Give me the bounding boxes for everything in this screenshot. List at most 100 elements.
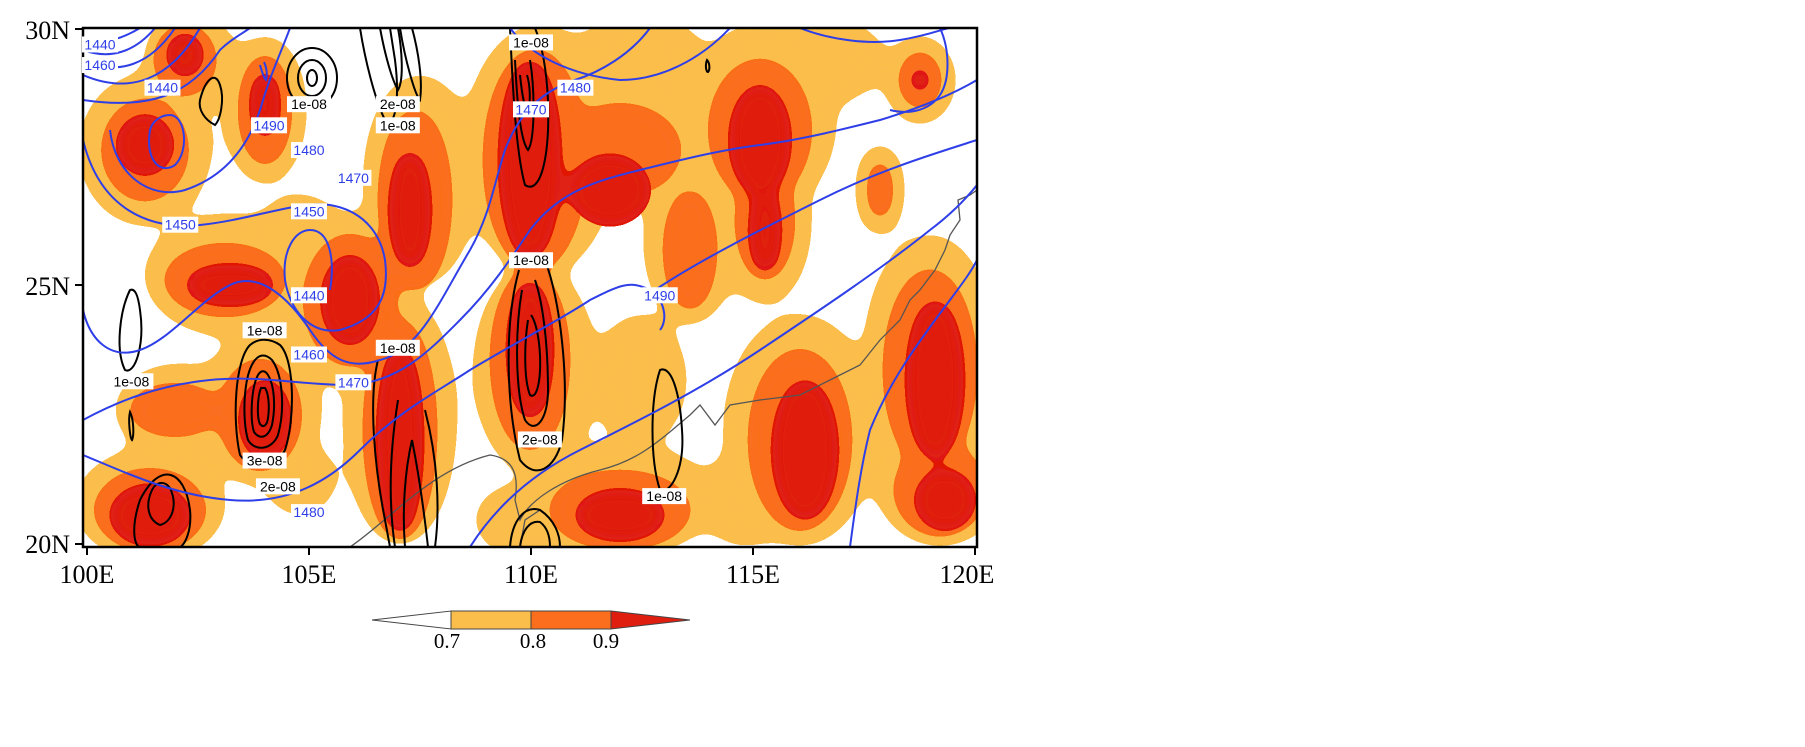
height-contour-label-bg: [291, 346, 327, 363]
flux-contour-label-text: 2e-08: [260, 478, 296, 494]
colorbar-label: 0.7: [434, 629, 460, 653]
flux-contour-label: 1e-08: [375, 339, 420, 356]
flux-contour-label-text: 1e-08: [380, 340, 416, 356]
colorbar-segment-above: [610, 610, 691, 630]
height-contour-label-bg: [513, 101, 549, 118]
height-contour-label-text: 1470: [515, 101, 546, 117]
height-contour-label-bg: [291, 504, 327, 521]
height-contour-label: 1490: [641, 287, 678, 304]
lat-tick-label: 25N: [25, 272, 70, 301]
height-contour-label-bg: [291, 203, 327, 220]
height-contour-label-text: 1490: [253, 117, 284, 133]
height-contour-label: 1440: [144, 79, 181, 96]
height-contours: [83, 28, 977, 547]
height-contour-label: 1480: [291, 142, 327, 159]
flux-contour-label-bg: [642, 488, 687, 505]
height-contour-label-text: 1460: [84, 57, 115, 73]
lat-tick-label: 20N: [25, 530, 70, 559]
height-contour-label-text: 1460: [293, 346, 324, 362]
height-contour-label-text: 1480: [293, 142, 324, 158]
lon-tick-label: 115E: [726, 560, 780, 589]
height-contour-label: 1470: [335, 374, 372, 391]
flux-contour-label-bg: [509, 252, 553, 269]
flux-contour-label-bg: [509, 34, 553, 51]
height-contour-label-text: 1480: [560, 80, 591, 96]
flux-contour-label: 1e-08: [109, 373, 154, 390]
flux-contour-label: 1e-08: [642, 488, 687, 505]
lon-tick-label: 110E: [504, 560, 558, 589]
flux-contour-label-bg: [242, 322, 287, 339]
colorbar-segment-below: [371, 610, 452, 630]
height-contour-label-bg: [291, 287, 327, 304]
height-contour-label: 1440: [291, 287, 327, 304]
height-contour-label: 1450: [162, 216, 199, 233]
height-contour-label: 1470: [513, 101, 549, 118]
height-contour-label-text: 1450: [165, 217, 196, 233]
height-contour-label-text: 1440: [84, 36, 115, 52]
height-contour-label-text: 1440: [147, 80, 178, 96]
height-contour-label: 1470: [335, 169, 372, 186]
height-contour-labels: 1440 1490 1480 1470 1450 1450 1440 1460 1470 1480…: [82, 36, 678, 521]
latitude-labels: 30N 25N 20N: [25, 16, 70, 559]
flux-contour-label-bg: [517, 431, 562, 448]
flux-contour-label-text: 1e-08: [380, 117, 416, 133]
height-contour-label-text: 1470: [338, 170, 369, 186]
flux-contour-label-bg: [242, 452, 287, 469]
height-contour-label-bg: [291, 142, 327, 159]
flux-contour-label-text: 1e-08: [247, 322, 283, 338]
flux-contours: [118, 28, 711, 547]
flux-contour-label-text: 1e-08: [646, 488, 682, 504]
flux-contour-label-text: 1e-08: [291, 96, 327, 112]
flux-contour-label-bg: [287, 96, 331, 113]
flux-contour-label-text: 3e-08: [247, 453, 283, 469]
flux-contour-label-text: 1e-08: [513, 252, 549, 268]
flux-contour-label-text: 2e-08: [522, 431, 558, 447]
lon-tick-label: 105E: [282, 560, 337, 589]
height-contour-label-bg: [557, 79, 594, 96]
height-contour-label-text: 1480: [293, 504, 324, 520]
flux-contour-label: 1e-08: [375, 117, 420, 134]
flux-contour-label: 2e-08: [517, 431, 562, 448]
colorbar-segment-0.8-0.9: [530, 610, 612, 630]
height-contour-label-bg: [335, 374, 372, 391]
colorbar-label: 0.8: [520, 629, 546, 653]
flux-contour-label: 1e-08: [242, 322, 287, 339]
height-contour-label: 1480: [291, 504, 327, 521]
height-contour-label-text: 1440: [293, 287, 324, 303]
lat-tick-label: 30N: [25, 16, 70, 45]
height-contour-label: 1460: [82, 57, 118, 74]
height-contour-label-bg: [144, 79, 181, 96]
flux-contour-label-bg: [375, 117, 420, 134]
flux-contour-label-bg: [109, 373, 154, 390]
lon-tick-label: 120E: [940, 560, 995, 589]
flux-contour-label: 2e-08: [255, 478, 300, 495]
flux-contour-label: 1e-08: [509, 34, 553, 51]
lon-tick-label: 100E: [60, 560, 115, 589]
flux-contour-labels: 1e-08 1e-08 2e-08 1e-08 1e-08 1e-08 1e-08 1e-08…: [109, 34, 687, 505]
flux-contour-label: 1e-08: [287, 96, 331, 113]
height-contour-label-bg: [251, 117, 288, 134]
height-contour-label: 1480: [557, 79, 594, 96]
colorbar-segment-0.7-0.8: [450, 610, 532, 630]
flux-contour-label-text: 1e-08: [513, 34, 549, 50]
flux-contour-label-text: 1e-08: [113, 373, 149, 389]
flux-contour-label: 2e-08: [375, 96, 420, 113]
height-contour-label: 1450: [291, 203, 327, 220]
longitude-labels: 100E 105E 110E 115E 120E: [60, 560, 995, 589]
flux-contour-label-bg: [375, 96, 420, 113]
flux-contour-label: 1e-08: [509, 252, 553, 269]
height-contour-label: 1490: [251, 117, 288, 134]
colorbar: 0.7 0.8 0.9: [371, 610, 691, 653]
height-contour-label-bg: [335, 169, 372, 186]
height-contour-label-text: 1470: [338, 374, 369, 390]
shading-field: [83, 28, 977, 547]
height-contour-label-bg: [82, 36, 118, 53]
axis-ticks: [75, 28, 976, 555]
flux-contour-label-bg: [255, 478, 300, 495]
colorbar-label: 0.9: [593, 629, 619, 653]
height-contour-label: 1460: [291, 346, 327, 363]
flux-contour-label-text: 2e-08: [380, 96, 416, 112]
flux-contour-label: 3e-08: [242, 452, 287, 469]
flux-contour-label-bg: [375, 339, 420, 356]
